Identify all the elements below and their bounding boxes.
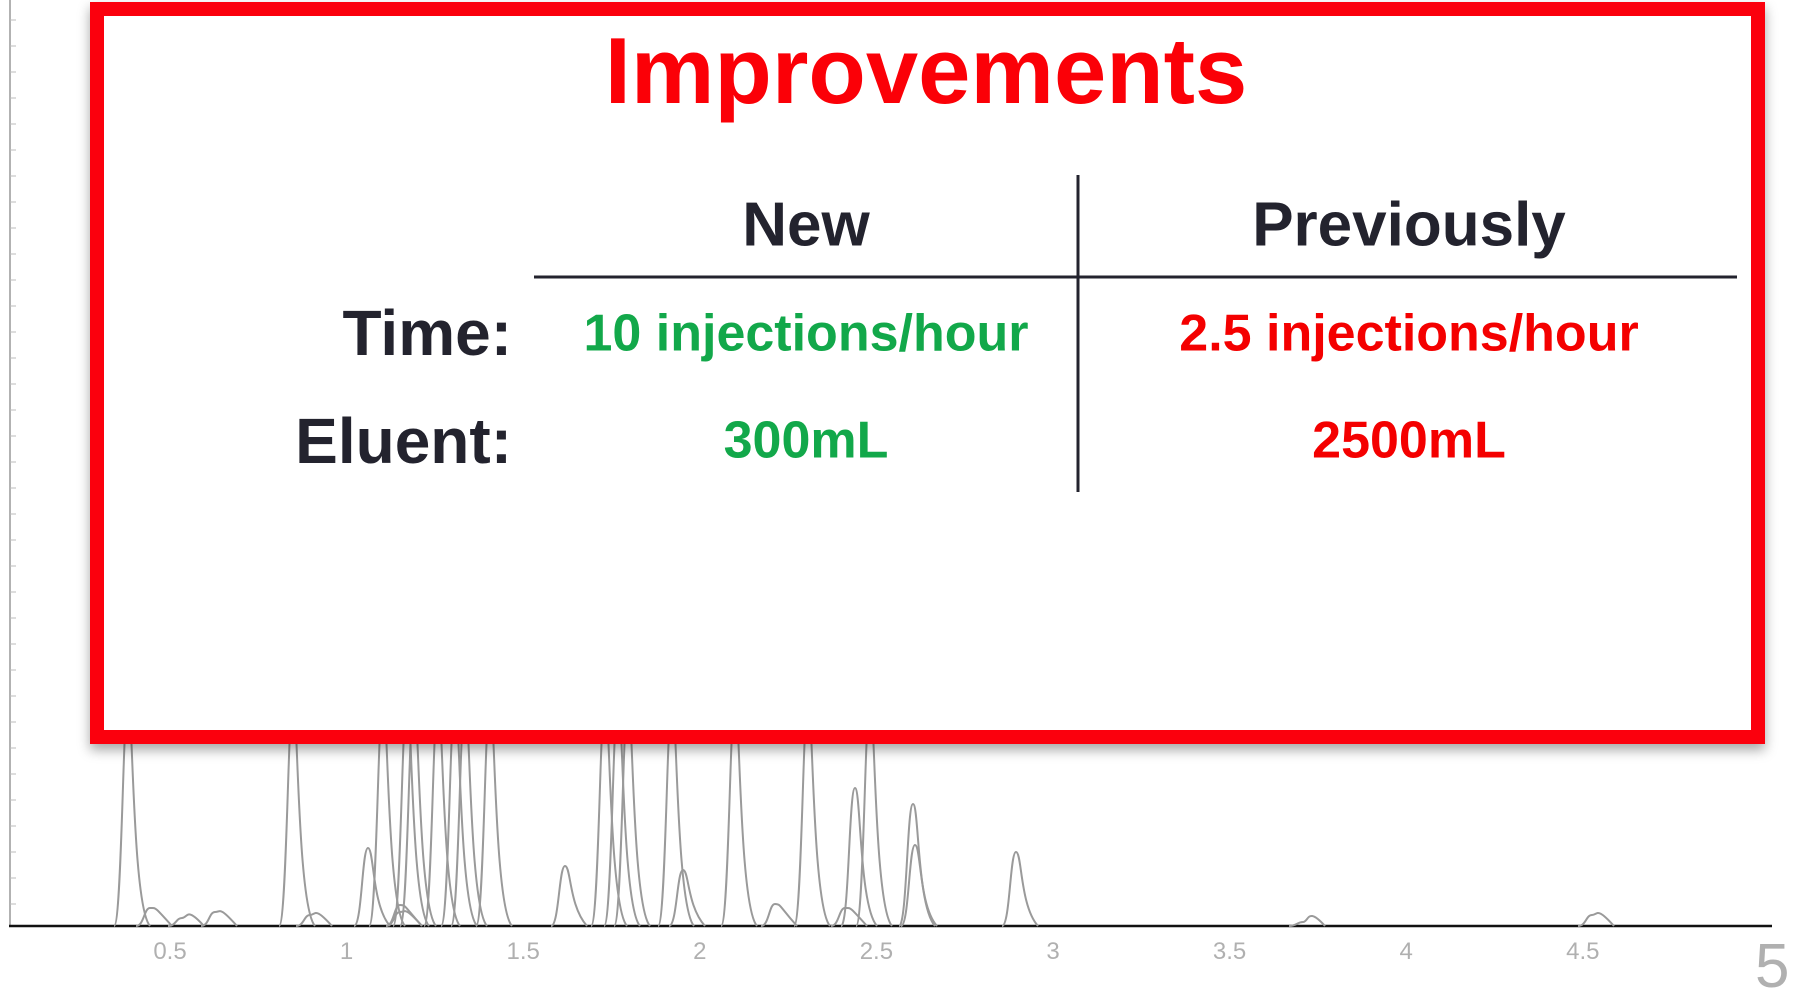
x-tick-label: 4.5 — [1566, 938, 1599, 965]
peak — [840, 786, 878, 927]
row-label: Eluent: — [295, 405, 512, 477]
new-value: 300mL — [724, 412, 889, 470]
peak — [200, 910, 238, 927]
peak — [550, 864, 588, 927]
axis-end-label: 5 — [1755, 932, 1789, 996]
peak — [1577, 912, 1615, 927]
x-tick-label: 2.5 — [860, 938, 893, 965]
peak — [353, 846, 391, 927]
peak — [385, 903, 423, 927]
x-tick-labels: 0.5 1 1.5 2 2.5 3 3.5 4 4.5 — [153, 938, 1599, 965]
row-label: Time: — [342, 297, 512, 369]
peak — [295, 912, 333, 927]
highlight-box — [90, 2, 1765, 744]
peak — [898, 802, 936, 927]
peak — [1001, 850, 1039, 927]
peak — [1288, 914, 1326, 927]
x-tick-label: 3.5 — [1213, 938, 1246, 965]
x-tick-label: 2 — [693, 938, 706, 965]
peak — [830, 906, 868, 927]
x-tick-label: 3 — [1046, 938, 1059, 965]
x-tick-label: 1.5 — [507, 938, 540, 965]
slide-title: Improvements — [605, 18, 1248, 123]
previous-value: 2500mL — [1312, 412, 1506, 470]
peak — [167, 913, 205, 927]
peak — [668, 868, 706, 927]
column-header: Previously — [1252, 190, 1566, 259]
previous-value: 2.5 injections/hour — [1179, 305, 1638, 363]
x-tick-label: 0.5 — [153, 938, 186, 965]
peak — [135, 906, 173, 927]
new-value: 10 injections/hour — [584, 305, 1029, 363]
peak — [760, 902, 798, 927]
x-tick-label: 1 — [340, 938, 353, 965]
peak — [900, 843, 938, 927]
x-tick-label: 4 — [1400, 938, 1413, 965]
column-header: New — [742, 190, 870, 259]
